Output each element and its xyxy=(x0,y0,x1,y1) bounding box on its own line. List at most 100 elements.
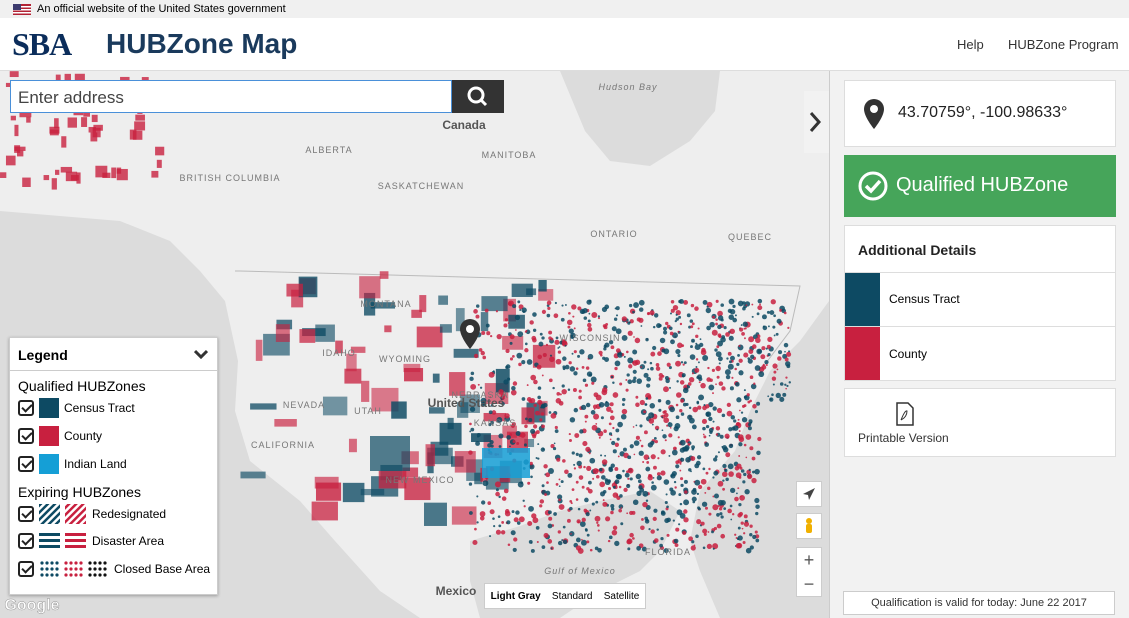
zone xyxy=(554,429,559,434)
map-label: CALIFORNIA xyxy=(251,440,315,450)
basemap-option[interactable]: Light Gray xyxy=(490,590,541,602)
checkbox[interactable] xyxy=(18,506,34,522)
zone xyxy=(501,402,505,406)
zone xyxy=(562,356,567,361)
zone xyxy=(761,314,767,320)
basemap-option[interactable]: Standard xyxy=(551,590,593,602)
zone xyxy=(635,395,639,399)
zone xyxy=(640,366,643,368)
locate-button[interactable] xyxy=(796,481,822,507)
zone xyxy=(240,471,266,479)
checkbox[interactable] xyxy=(18,561,34,577)
zone xyxy=(627,330,633,336)
dot xyxy=(55,561,59,565)
zone xyxy=(49,126,60,134)
zone xyxy=(683,499,690,506)
zone xyxy=(682,363,685,366)
panel-toggle[interactable] xyxy=(804,91,829,153)
zone xyxy=(536,364,542,370)
zone xyxy=(773,370,777,374)
zone xyxy=(715,426,721,431)
zone xyxy=(767,395,770,398)
zone xyxy=(495,310,499,313)
dot xyxy=(93,561,97,565)
nav-link[interactable]: Help xyxy=(957,37,984,52)
search-button[interactable] xyxy=(452,80,504,113)
zone xyxy=(627,455,632,460)
zone xyxy=(654,439,658,444)
zone xyxy=(697,405,702,410)
dot xyxy=(40,561,44,565)
zone xyxy=(767,352,771,357)
zone xyxy=(776,318,782,324)
zoom-out[interactable]: − xyxy=(803,574,815,594)
zone xyxy=(539,418,543,422)
zone xyxy=(663,326,667,331)
zone xyxy=(603,325,608,330)
zone xyxy=(586,540,590,544)
zone xyxy=(529,461,533,466)
hudson-bay xyxy=(560,71,720,166)
zone xyxy=(641,546,647,552)
zone xyxy=(665,378,670,384)
zone xyxy=(476,521,479,524)
printable-card[interactable]: Printable Version xyxy=(844,388,1116,457)
zone xyxy=(671,470,677,477)
zone xyxy=(745,547,752,554)
zone xyxy=(717,340,724,347)
checkbox[interactable] xyxy=(18,428,34,444)
zone xyxy=(687,442,691,446)
map-label: ALBERTA xyxy=(305,145,352,155)
zone xyxy=(727,363,734,370)
zone xyxy=(728,427,733,432)
zone xyxy=(726,410,733,417)
zone xyxy=(737,487,740,490)
zone xyxy=(657,398,662,403)
border xyxy=(235,270,801,372)
search-icon xyxy=(467,86,488,107)
zone xyxy=(593,413,600,420)
zone xyxy=(677,353,681,358)
search-input[interactable]: Enter address xyxy=(10,80,452,113)
swatch xyxy=(39,533,86,548)
zone xyxy=(656,528,659,531)
zone xyxy=(533,403,537,407)
checkbox[interactable] xyxy=(18,533,34,549)
street-view-button[interactable] xyxy=(796,513,822,539)
zone xyxy=(642,501,648,508)
checkbox[interactable] xyxy=(18,456,34,472)
zone xyxy=(679,469,682,472)
checkbox[interactable] xyxy=(18,400,34,416)
zone xyxy=(619,352,623,356)
zone xyxy=(705,412,710,417)
search-placeholder: Enter address xyxy=(18,88,124,107)
zone xyxy=(614,366,618,371)
dot xyxy=(103,567,107,571)
sba-logo[interactable]: SBA xyxy=(12,26,72,62)
zone xyxy=(738,442,743,447)
zone xyxy=(558,498,561,502)
zone xyxy=(678,315,682,319)
zone xyxy=(51,178,57,190)
dot xyxy=(88,567,92,571)
zone xyxy=(384,325,392,333)
zone xyxy=(520,481,524,485)
side-panel: 43.70759°, -100.98633° Qualified HUBZone… xyxy=(829,71,1129,618)
nav-link[interactable]: HUBZone Program xyxy=(1008,37,1119,52)
zone xyxy=(737,344,744,351)
zoom-in[interactable]: + xyxy=(803,550,815,570)
zone xyxy=(588,299,592,303)
basemap-option[interactable]: Satellite xyxy=(603,590,640,602)
zone xyxy=(591,381,595,385)
map-label: Canada xyxy=(442,118,486,132)
zone xyxy=(475,401,478,403)
zone xyxy=(360,488,385,496)
zone xyxy=(512,547,517,553)
zone xyxy=(648,474,652,477)
legend-header[interactable]: Legend xyxy=(10,338,217,371)
zone xyxy=(493,525,496,528)
zone xyxy=(632,369,637,374)
zone xyxy=(584,414,589,419)
zone xyxy=(708,427,714,433)
